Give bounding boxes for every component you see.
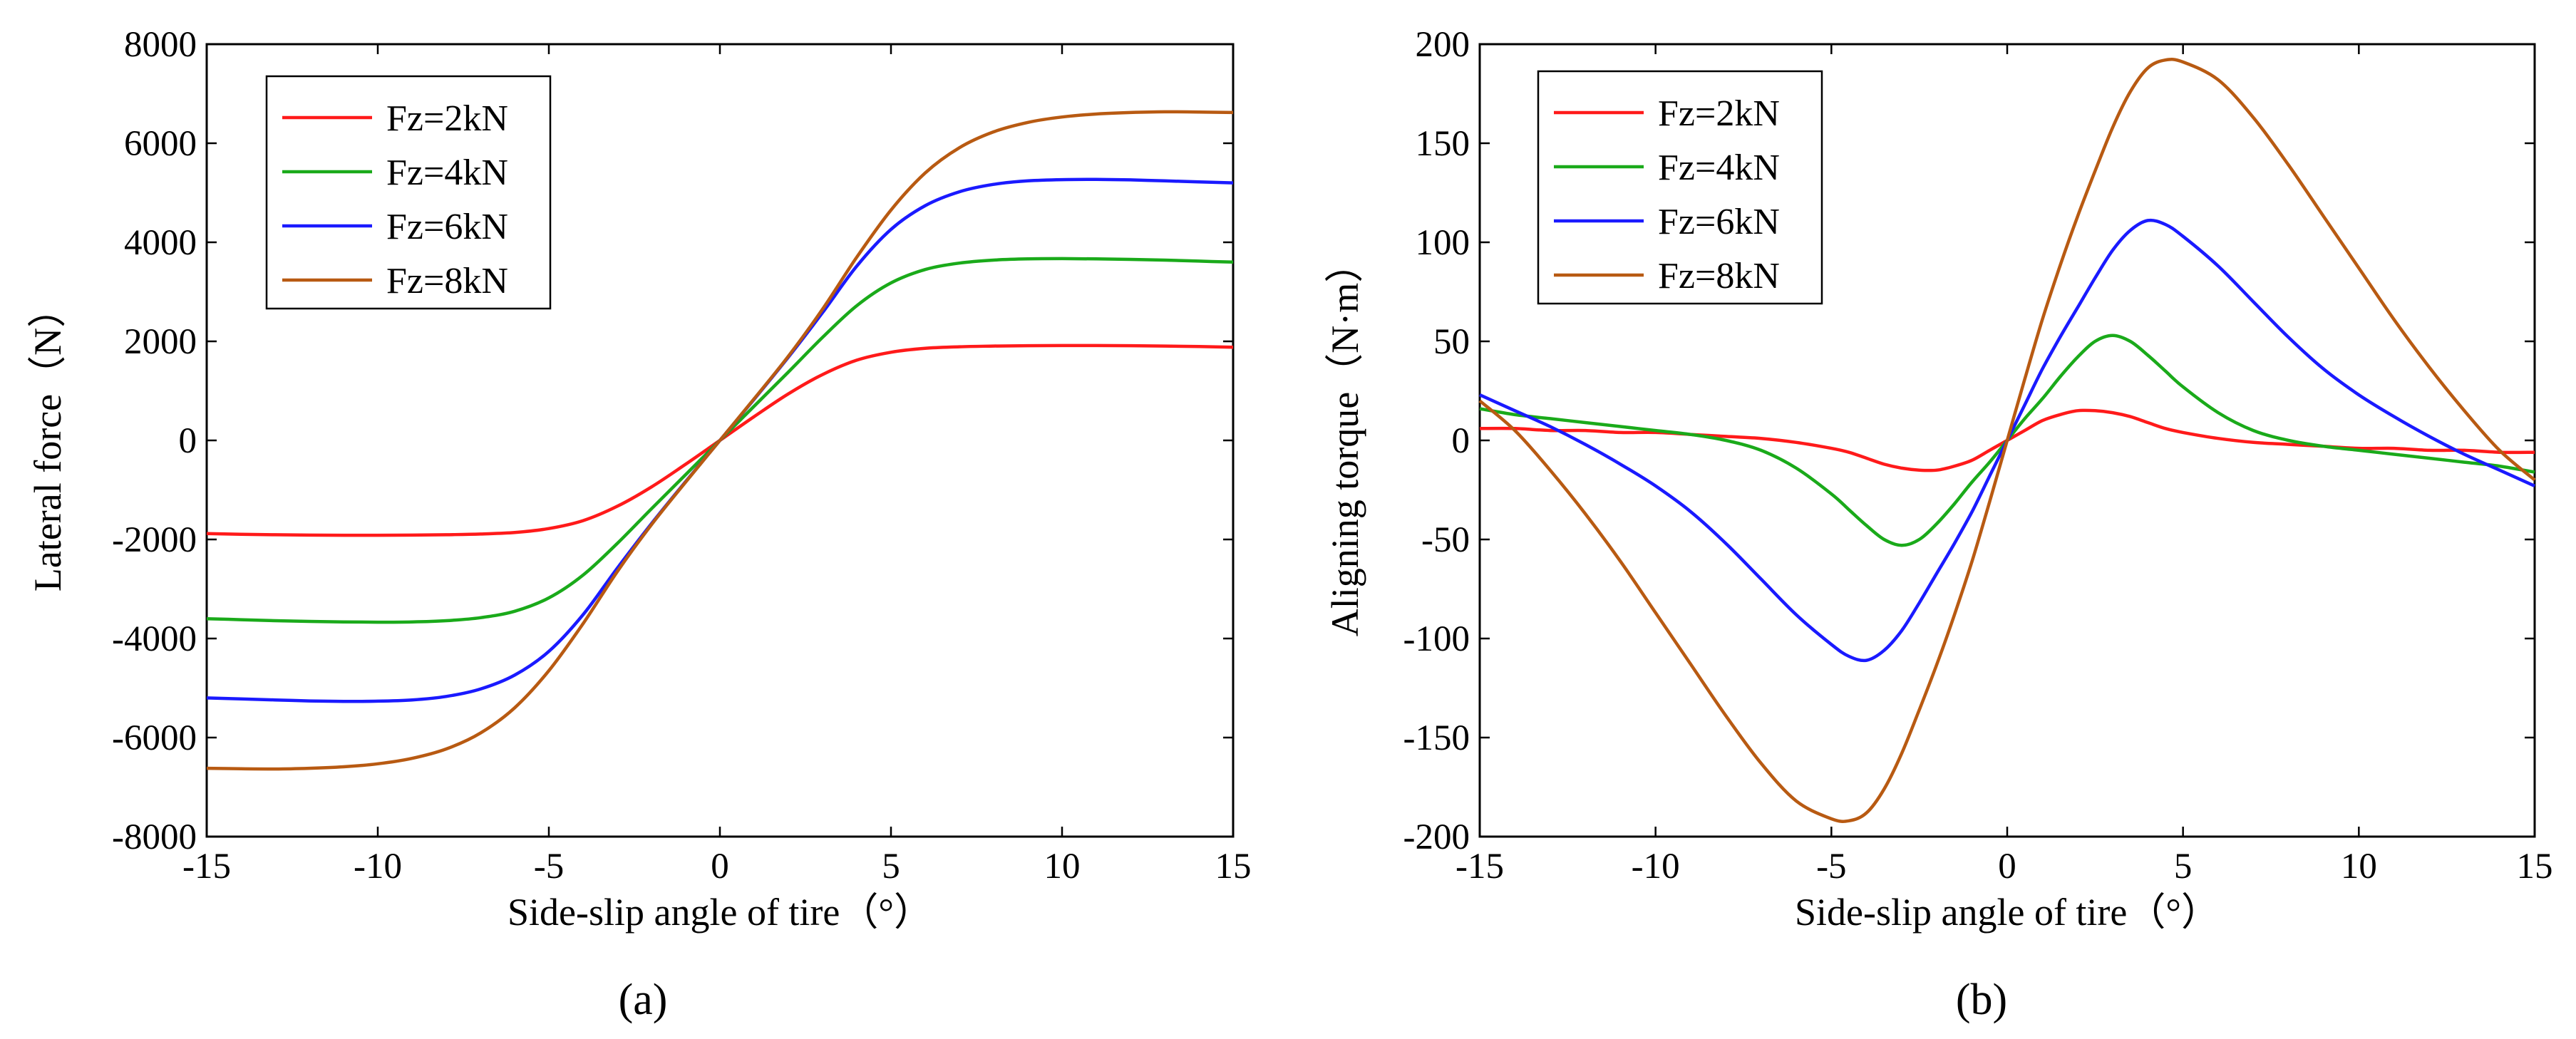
- x-tick-label: 10: [2341, 847, 2377, 886]
- y-tick-label: 150: [1416, 124, 1470, 164]
- y-tick-label: 100: [1416, 223, 1470, 263]
- x-tick-label: 15: [1215, 847, 1252, 886]
- y-tick-label: 200: [1416, 25, 1470, 65]
- y-tick-label: 0: [179, 421, 197, 461]
- y-tick-label: 50: [1433, 322, 1470, 362]
- y-tick-label: -6000: [112, 718, 197, 758]
- y-tick-label: -2000: [112, 520, 197, 560]
- x-tick-label: 5: [2174, 847, 2193, 886]
- legend-label: Fz=2kN: [386, 98, 508, 139]
- series-lines-a: [206, 110, 1234, 771]
- legend-label: Fz=8kN: [1658, 256, 1780, 296]
- x-tick-label: 15: [2517, 847, 2553, 886]
- tick-marks-a: [205, 43, 1235, 838]
- legend-label: Fz=8kN: [386, 261, 508, 301]
- legend-label: Fz=6kN: [386, 207, 508, 247]
- y-axis-label-b: Aligning torque（N·m）: [1324, 244, 1366, 636]
- panel-label-b: (b): [1956, 976, 2007, 1024]
- x-tick-label: -10: [1632, 847, 1680, 886]
- panel-label-a: (a): [619, 976, 668, 1024]
- y-tick-labels-a: -8000 -6000 -4000 -2000 0 2000 4000 6000 8000: [112, 25, 197, 857]
- y-tick-labels-b: -200 -150 -100 -50 0 50 100 150 200: [1403, 25, 1470, 857]
- x-tick-label: -5: [1816, 847, 1846, 886]
- y-axis-label-a: Lateral force（N）: [26, 289, 69, 591]
- legend-label: Fz=2kN: [1658, 93, 1780, 134]
- legend-box-b: [1537, 70, 1823, 305]
- y-tick-label: -4000: [112, 619, 197, 659]
- x-tick-label: 0: [1998, 847, 2016, 886]
- x-tick-label: 0: [711, 847, 729, 886]
- legend-label: Fz=4kN: [386, 153, 508, 193]
- y-tick-label: 0: [1452, 421, 1470, 461]
- legend-b: Fz=2kN Fz=4kN Fz=6kN Fz=8kN: [1537, 70, 1823, 305]
- legend-label: Fz=4kN: [1658, 148, 1780, 188]
- x-tick-label: -15: [182, 847, 231, 886]
- x-axis-label-b: Side-slip angle of tire（°）: [1795, 891, 2220, 934]
- chart-panel-b: -15 -10 -5 0 5 10 15 -200-150-100-500501001502…: [1324, 25, 2553, 1024]
- chart-panel-a: -15 -10 -5 0 5 10 15 -8000 -6000 -4000 -2000 0 2000…: [26, 25, 1252, 1024]
- x-tick-labels-b: -15 -10 -5 0 5 10 15: [1456, 847, 2552, 886]
- x-tick-label: 5: [882, 847, 900, 886]
- x-tick-label: -15: [1456, 847, 1504, 886]
- x-tick-label: 10: [1044, 847, 1081, 886]
- y-tick-label: 4000: [124, 223, 197, 263]
- y-tick-label: 2000: [124, 322, 197, 362]
- legend-a: Fz=2kN Fz=4kN Fz=6kN Fz=8kN: [265, 75, 552, 310]
- tick-marks-b: [1478, 43, 2536, 838]
- y-tick-label: -50: [1421, 520, 1470, 560]
- x-axis-label-a: Side-slip angle of tire（°）: [508, 891, 932, 934]
- legend-box-a: [265, 75, 552, 310]
- y-tick-label: -8000: [112, 817, 197, 857]
- y-tick-label: -100: [1403, 619, 1470, 659]
- x-tick-label: -5: [534, 847, 564, 886]
- y-tick-label: -200: [1403, 817, 1470, 857]
- y-tick-label: 8000: [124, 25, 197, 65]
- series-line-fz-8kn: [1478, 58, 2536, 823]
- x-tick-label: -10: [354, 847, 402, 886]
- x-tick-labels-a: -15 -10 -5 0 5 10 15: [182, 847, 1251, 886]
- y-tick-label: -150: [1403, 718, 1470, 758]
- series-line-fz-8kn: [206, 110, 1234, 771]
- y-tick-label: 6000: [124, 124, 197, 164]
- series-lines-b: [1478, 58, 2536, 823]
- legend-label: Fz=6kN: [1658, 202, 1780, 242]
